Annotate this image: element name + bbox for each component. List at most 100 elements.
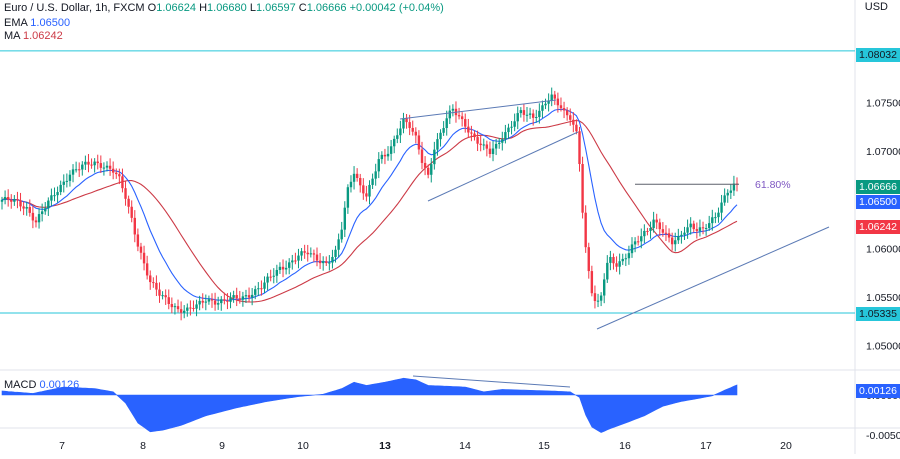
candle-body[interactable] xyxy=(68,174,72,181)
candle-body[interactable] xyxy=(142,252,146,264)
candle-body[interactable] xyxy=(229,297,232,302)
candle-body[interactable] xyxy=(272,275,275,277)
candle-body[interactable] xyxy=(365,193,368,197)
candle-body[interactable] xyxy=(417,135,421,150)
candle-body[interactable] xyxy=(50,195,53,201)
candle-body[interactable] xyxy=(491,148,495,155)
candle-body[interactable] xyxy=(695,229,699,231)
ma-line[interactable] xyxy=(1,119,738,303)
candle-body[interactable] xyxy=(655,219,658,223)
candle-body[interactable] xyxy=(346,187,350,208)
candle-body[interactable] xyxy=(13,199,16,202)
candle-body[interactable] xyxy=(34,220,38,223)
candle-body[interactable] xyxy=(584,212,587,248)
candle-body[interactable] xyxy=(535,117,538,119)
candle-body[interactable] xyxy=(575,124,578,132)
candle-body[interactable] xyxy=(118,174,121,177)
candle-body[interactable] xyxy=(244,295,248,297)
candle-body[interactable] xyxy=(411,127,414,132)
candle-body[interactable] xyxy=(599,295,603,301)
ema-legend[interactable]: EMA 1.06500 xyxy=(4,16,70,30)
candle-body[interactable] xyxy=(494,143,498,149)
candle-body[interactable] xyxy=(649,228,652,231)
candle-body[interactable] xyxy=(176,306,180,310)
candle-body[interactable] xyxy=(291,260,294,263)
candle-body[interactable] xyxy=(708,223,711,229)
candle-body[interactable] xyxy=(216,303,220,305)
candle-body[interactable] xyxy=(612,256,615,264)
candle-body[interactable] xyxy=(464,119,467,127)
candle-body[interactable] xyxy=(544,103,547,106)
candle-body[interactable] xyxy=(569,115,572,120)
candle-body[interactable] xyxy=(670,237,674,245)
candle-body[interactable] xyxy=(192,307,195,309)
candle-body[interactable] xyxy=(133,217,136,235)
macd-divergence-line[interactable] xyxy=(412,375,571,388)
candle-body[interactable] xyxy=(102,167,106,169)
candle-body[interactable] xyxy=(627,253,631,259)
candle-body[interactable] xyxy=(522,110,526,115)
candle-body[interactable] xyxy=(674,240,677,245)
candle-body[interactable] xyxy=(297,255,300,261)
candle-body[interactable] xyxy=(714,217,717,219)
candle-body[interactable] xyxy=(315,254,319,261)
candle-body[interactable] xyxy=(643,230,646,237)
candle-body[interactable] xyxy=(396,135,399,139)
candle-body[interactable] xyxy=(340,229,343,240)
candle-body[interactable] xyxy=(603,279,606,296)
candle-body[interactable] xyxy=(183,310,186,313)
candle-body[interactable] xyxy=(692,223,695,230)
macd-legend[interactable]: MACD 0.00126 xyxy=(4,378,79,392)
candle-body[interactable] xyxy=(65,180,69,182)
candle-body[interactable] xyxy=(380,154,384,160)
candle-body[interactable] xyxy=(609,256,612,263)
candle-body[interactable] xyxy=(59,184,62,193)
candle-body[interactable] xyxy=(531,113,535,118)
candle-body[interactable] xyxy=(145,263,149,276)
candle-body[interactable] xyxy=(96,161,99,164)
wedge-lower-trendline[interactable] xyxy=(427,131,579,202)
candle-body[interactable] xyxy=(254,289,257,295)
candle-body[interactable] xyxy=(704,228,708,230)
candle-body[interactable] xyxy=(349,181,353,188)
candle-body[interactable] xyxy=(334,249,337,257)
candle-body[interactable] xyxy=(309,253,313,255)
candle-body[interactable] xyxy=(547,101,550,104)
candle-body[interactable] xyxy=(328,262,331,264)
candle-body[interactable] xyxy=(359,177,362,186)
candle-body[interactable] xyxy=(587,247,590,272)
candle-body[interactable] xyxy=(241,296,245,300)
candle-body[interactable] xyxy=(136,234,140,247)
candle-body[interactable] xyxy=(238,298,241,300)
candle-body[interactable] xyxy=(556,98,560,106)
candle-body[interactable] xyxy=(636,241,640,243)
candle-body[interactable] xyxy=(44,208,47,212)
candle-body[interactable] xyxy=(525,114,529,116)
candle-body[interactable] xyxy=(161,295,164,297)
candle-body[interactable] xyxy=(139,246,143,253)
candle-body[interactable] xyxy=(257,288,260,290)
candle-body[interactable] xyxy=(81,164,84,170)
candle-body[interactable] xyxy=(596,300,600,302)
candle-body[interactable] xyxy=(266,276,269,283)
candle-body[interactable] xyxy=(121,176,124,189)
candle-body[interactable] xyxy=(155,282,158,290)
candle-body[interactable] xyxy=(198,300,201,305)
ema-line[interactable] xyxy=(1,108,738,301)
candle-body[interactable] xyxy=(312,253,316,255)
candle-body[interactable] xyxy=(426,167,430,175)
candle-body[interactable] xyxy=(37,214,41,223)
candle-body[interactable] xyxy=(111,168,115,173)
candle-body[interactable] xyxy=(22,206,25,209)
candle-body[interactable] xyxy=(40,211,44,215)
candle-body[interactable] xyxy=(321,261,325,264)
candle-body[interactable] xyxy=(473,133,476,138)
candle-body[interactable] xyxy=(275,269,279,276)
candle-body[interactable] xyxy=(677,235,680,241)
candle-body[interactable] xyxy=(383,154,387,157)
candle-body[interactable] xyxy=(10,199,13,202)
candle-body[interactable] xyxy=(210,299,214,301)
candle-body[interactable] xyxy=(195,304,198,309)
candle-body[interactable] xyxy=(207,299,211,302)
candle-body[interactable] xyxy=(476,137,479,144)
